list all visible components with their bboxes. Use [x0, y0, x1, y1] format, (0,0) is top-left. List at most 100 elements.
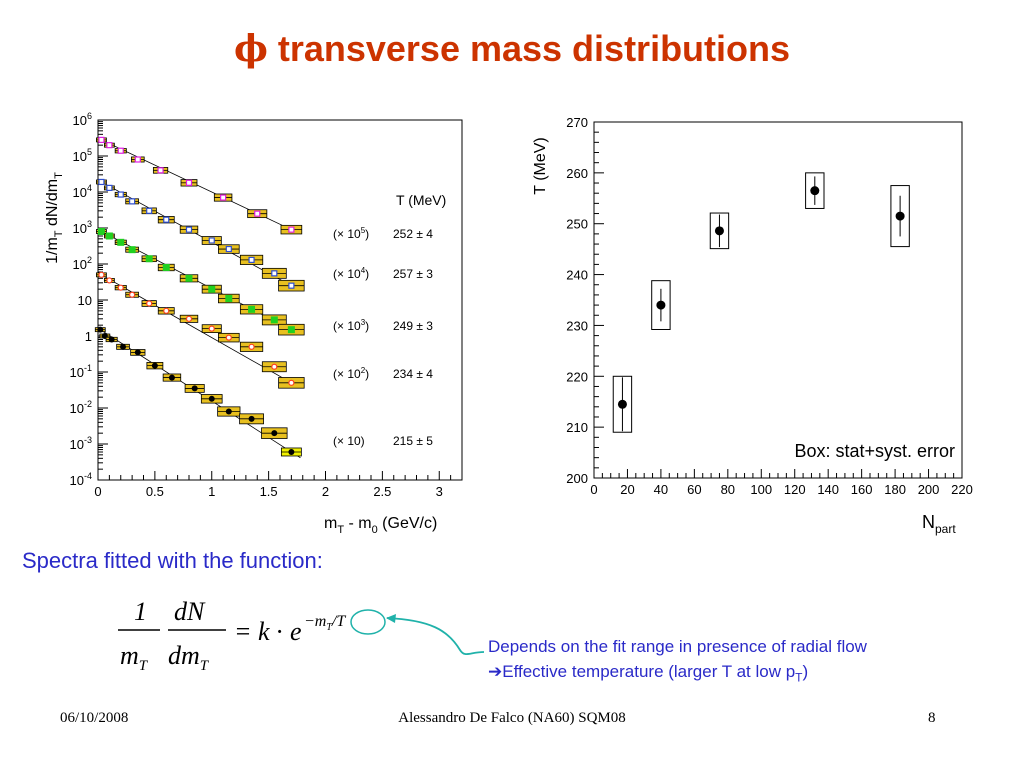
legend-scale-exponent: 5: [361, 226, 366, 235]
data-point: [208, 325, 215, 332]
note-arrow-icon: ➔: [488, 662, 503, 681]
y-tick-base: 10: [73, 221, 87, 236]
y-axis-title-part: T: [53, 172, 65, 179]
y-tick-label: 260: [566, 166, 588, 181]
title-phi-symbol: ϕ: [233, 28, 268, 70]
data-point: [106, 184, 113, 191]
x-tick-label: 20: [620, 482, 634, 497]
data-point: [108, 336, 115, 343]
y-axis-title-part: 1/m: [46, 237, 61, 264]
legend-scale-close: ): [365, 267, 369, 281]
x-tick-label: 200: [918, 482, 940, 497]
data-point: [185, 226, 193, 233]
formula-exp-sub: T: [326, 622, 333, 633]
formula-exp-m: −m: [304, 613, 326, 630]
y-tick-label: 105: [73, 147, 92, 164]
y-tick-exponent: 5: [87, 147, 92, 157]
data-point: [98, 178, 105, 186]
fit-function-caption: Spectra fitted with the function:: [22, 548, 323, 573]
legend-scale-close: ): [365, 367, 369, 381]
legend-temperature-value: 234 ± 4: [393, 367, 433, 381]
y-tick-base: 10: [73, 257, 87, 272]
data-point: [146, 300, 153, 307]
note-line-1: Depends on the fit range in presence of …: [488, 637, 867, 656]
data-point: [208, 395, 215, 402]
data-point: [106, 142, 113, 149]
x-tick-label: 100: [750, 482, 772, 497]
fit-formula: 1 mT dN dmT = k · e −mT/T: [118, 597, 485, 674]
data-point: [288, 448, 295, 455]
footer-date: 06/10/2008: [60, 710, 129, 726]
x-tick-label: 120: [784, 482, 806, 497]
legend-scale-factor: (× 104): [333, 266, 369, 281]
data-point: [287, 326, 295, 334]
data-point: [656, 300, 666, 310]
formula-mt-denominator: mT: [120, 641, 149, 674]
x-axis-title-part: T: [337, 524, 344, 536]
title-text: transverse mass distributions: [267, 28, 791, 69]
data-point: [157, 167, 164, 174]
legend-scale-factor: (× 102): [333, 366, 369, 381]
formula-dn-numerator: dN: [174, 597, 206, 626]
data-point: [271, 363, 278, 370]
formula-dmt-dm: dm: [168, 641, 200, 670]
footer-page-number: 8: [928, 710, 936, 726]
data-point: [146, 207, 153, 214]
x-axis-title-part: (GeV/c): [378, 515, 438, 532]
x-axis-title-part: 0: [372, 524, 378, 536]
legend-scale-factor: (× 10): [333, 434, 365, 448]
data-point: [162, 263, 170, 271]
data-point: [185, 179, 193, 186]
y-tick-base: 10: [73, 113, 87, 128]
formula-dmt-sub: T: [200, 658, 210, 674]
data-point: [271, 270, 278, 277]
x-axis-title-main: N: [922, 512, 935, 532]
mt-spectra-panel: 0 0.5 1 1.5 2 2.5 3 106 105 104 103 102 10 1 10-1 10-2 1…: [44, 108, 486, 548]
x-axis-title-part: - m: [344, 515, 372, 532]
formula-mt-m: m: [120, 641, 139, 670]
x-tick-label: 220: [951, 482, 973, 497]
data-point: [225, 408, 232, 415]
x-axis-title: mT - m0 (GeV/c): [324, 515, 437, 536]
y-tick-exponent: -4: [84, 471, 92, 481]
data-point: [714, 226, 724, 236]
data-point: [105, 232, 113, 240]
y-tick-label: 1: [85, 329, 92, 344]
y-tick-label: 240: [566, 268, 588, 283]
data-point: [117, 238, 125, 246]
data-point: [288, 226, 295, 233]
y-tick-base: 1: [85, 329, 92, 344]
data-point: [248, 415, 255, 422]
data-point: [191, 385, 198, 392]
y-tick-label: 200: [566, 471, 588, 486]
legend-temperature-value: 257 ± 3: [393, 267, 433, 281]
note-line-2: ➔Effective temperature (larger T at low …: [488, 659, 867, 690]
x-tick-label: 140: [817, 482, 839, 497]
data-point: [97, 326, 104, 333]
legend-scale-close: ): [365, 227, 369, 241]
data-point: [98, 136, 105, 144]
legend-scale-exponent: 2: [361, 366, 366, 375]
y-tick-exponent: 3: [87, 219, 92, 229]
data-point: [98, 271, 105, 278]
data-point: [145, 255, 153, 263]
temperature-vs-npart-chart: 0 20 40 60 80 100 120 140 160 180 200 220 200 210 220 2…: [532, 115, 973, 536]
data-point: [97, 227, 105, 235]
x-axis-title-sub: part: [935, 522, 956, 536]
formula-highlight-circle: [350, 609, 386, 635]
formula-connector-curve: [386, 617, 485, 656]
syst-error-box: [612, 375, 633, 433]
syst-error-box: [651, 280, 671, 330]
data-point: [117, 147, 124, 154]
note-line-2-sub: T: [795, 670, 803, 685]
y-tick-exponent: 2: [87, 255, 92, 265]
syst-error-box: [709, 212, 730, 250]
legend-scale-exponent: 4: [361, 266, 366, 275]
x-tick-label: 3: [436, 484, 443, 499]
data-point: [248, 343, 255, 350]
legend-scale-text: (× 10: [333, 319, 361, 333]
data-point: [271, 430, 278, 437]
x-tick-label: 180: [884, 482, 906, 497]
y-tick-label: 10-2: [70, 399, 92, 416]
y-tick-label: 10: [78, 293, 92, 308]
